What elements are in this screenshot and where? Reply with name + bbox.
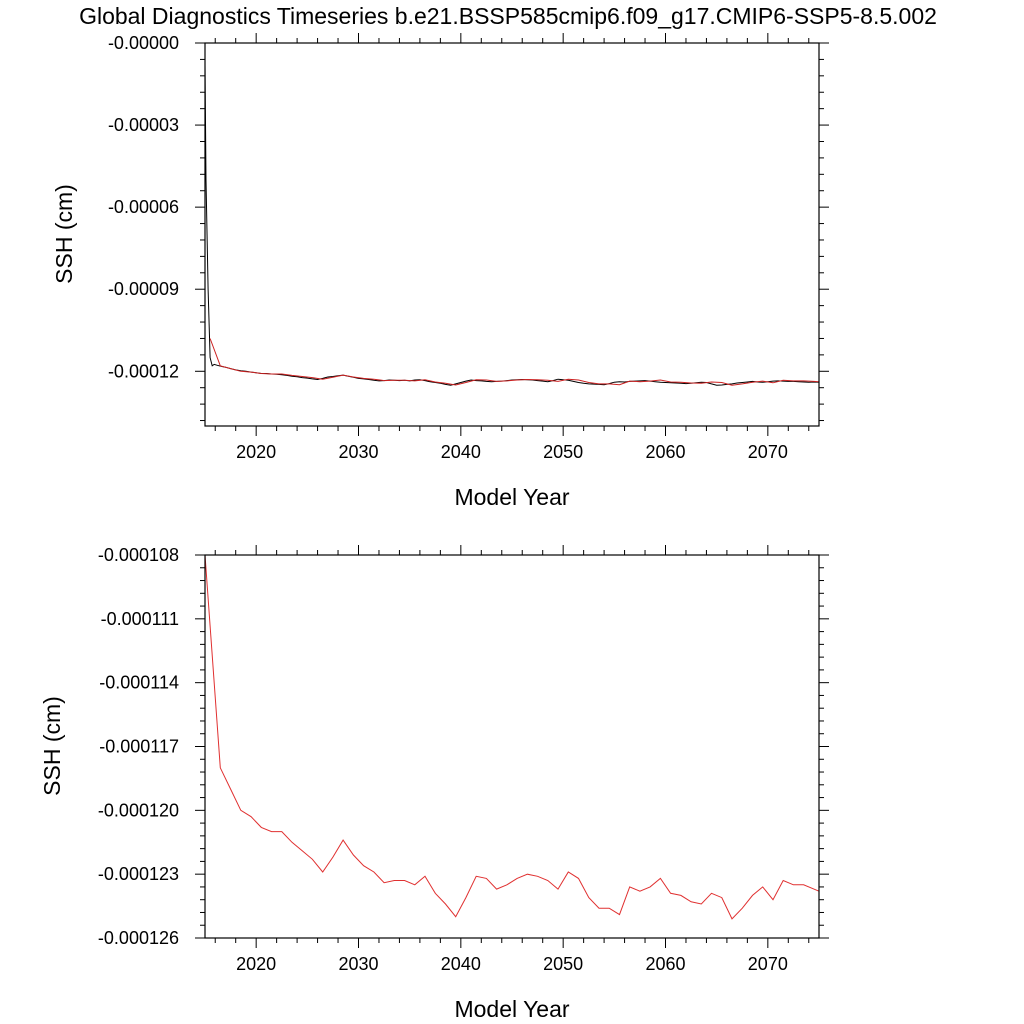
bottom-y-tick-label: -0.000126 xyxy=(98,928,179,948)
top-plot-panel: SSH (cm) Model Year 2020 2030 2040 2050 2060… xyxy=(51,33,829,510)
bottom-y-tick-label: -0.000120 xyxy=(98,800,179,820)
bottom-y-axis-label: SSH (cm) xyxy=(39,696,65,796)
bottom-plot-frame xyxy=(204,554,820,939)
top-x-axis-label: Model Year xyxy=(454,484,569,510)
top-series-line-0 xyxy=(204,64,820,386)
bottom-y-tick-label: -0.000111 xyxy=(101,609,179,629)
figure-title: Global Diagnostics Timeseries b.e21.BSSP… xyxy=(79,3,937,29)
bottom-x-tick-label: 2070 xyxy=(748,954,788,974)
bottom-y-tick-label: -0.000114 xyxy=(99,673,179,693)
top-x-tick-label: 2020 xyxy=(236,442,276,462)
top-x-tick-label: 2060 xyxy=(645,442,685,462)
top-y-tick-label: -0.00006 xyxy=(108,197,179,217)
top-series-line-1 xyxy=(209,338,820,386)
top-x-tick-label: 2070 xyxy=(748,442,788,462)
bottom-series-line-0 xyxy=(204,554,820,920)
bottom-x-tick-label: 2050 xyxy=(543,954,583,974)
bottom-x-tick-label: 2020 xyxy=(236,954,276,974)
top-y-tick-label: -0.00000 xyxy=(108,33,179,53)
top-plot-frame xyxy=(204,42,820,427)
bottom-x-tick-label: 2040 xyxy=(441,954,481,974)
bottom-x-axis-label: Model Year xyxy=(454,996,569,1022)
top-x-tick-label: 2030 xyxy=(338,442,378,462)
top-y-tick-label: -0.00003 xyxy=(108,115,179,135)
bottom-y-tick-label: -0.000108 xyxy=(98,545,179,565)
bottom-x-tick-label: 2060 xyxy=(645,954,685,974)
top-x-tick-label: 2050 xyxy=(543,442,583,462)
bottom-plot-panel: SSH (cm) Model Year 2020 2030 2040 2050 2060… xyxy=(39,545,829,1022)
top-x-tick-label: 2040 xyxy=(441,442,481,462)
bottom-x-tick-label: 2030 xyxy=(338,954,378,974)
top-y-tick-label: -0.00009 xyxy=(108,279,179,299)
bottom-y-tick-label: -0.000117 xyxy=(99,737,179,757)
top-y-axis-label: SSH (cm) xyxy=(51,184,77,284)
top-y-tick-label: -0.00012 xyxy=(108,361,179,381)
bottom-y-tick-label: -0.000123 xyxy=(98,864,179,884)
